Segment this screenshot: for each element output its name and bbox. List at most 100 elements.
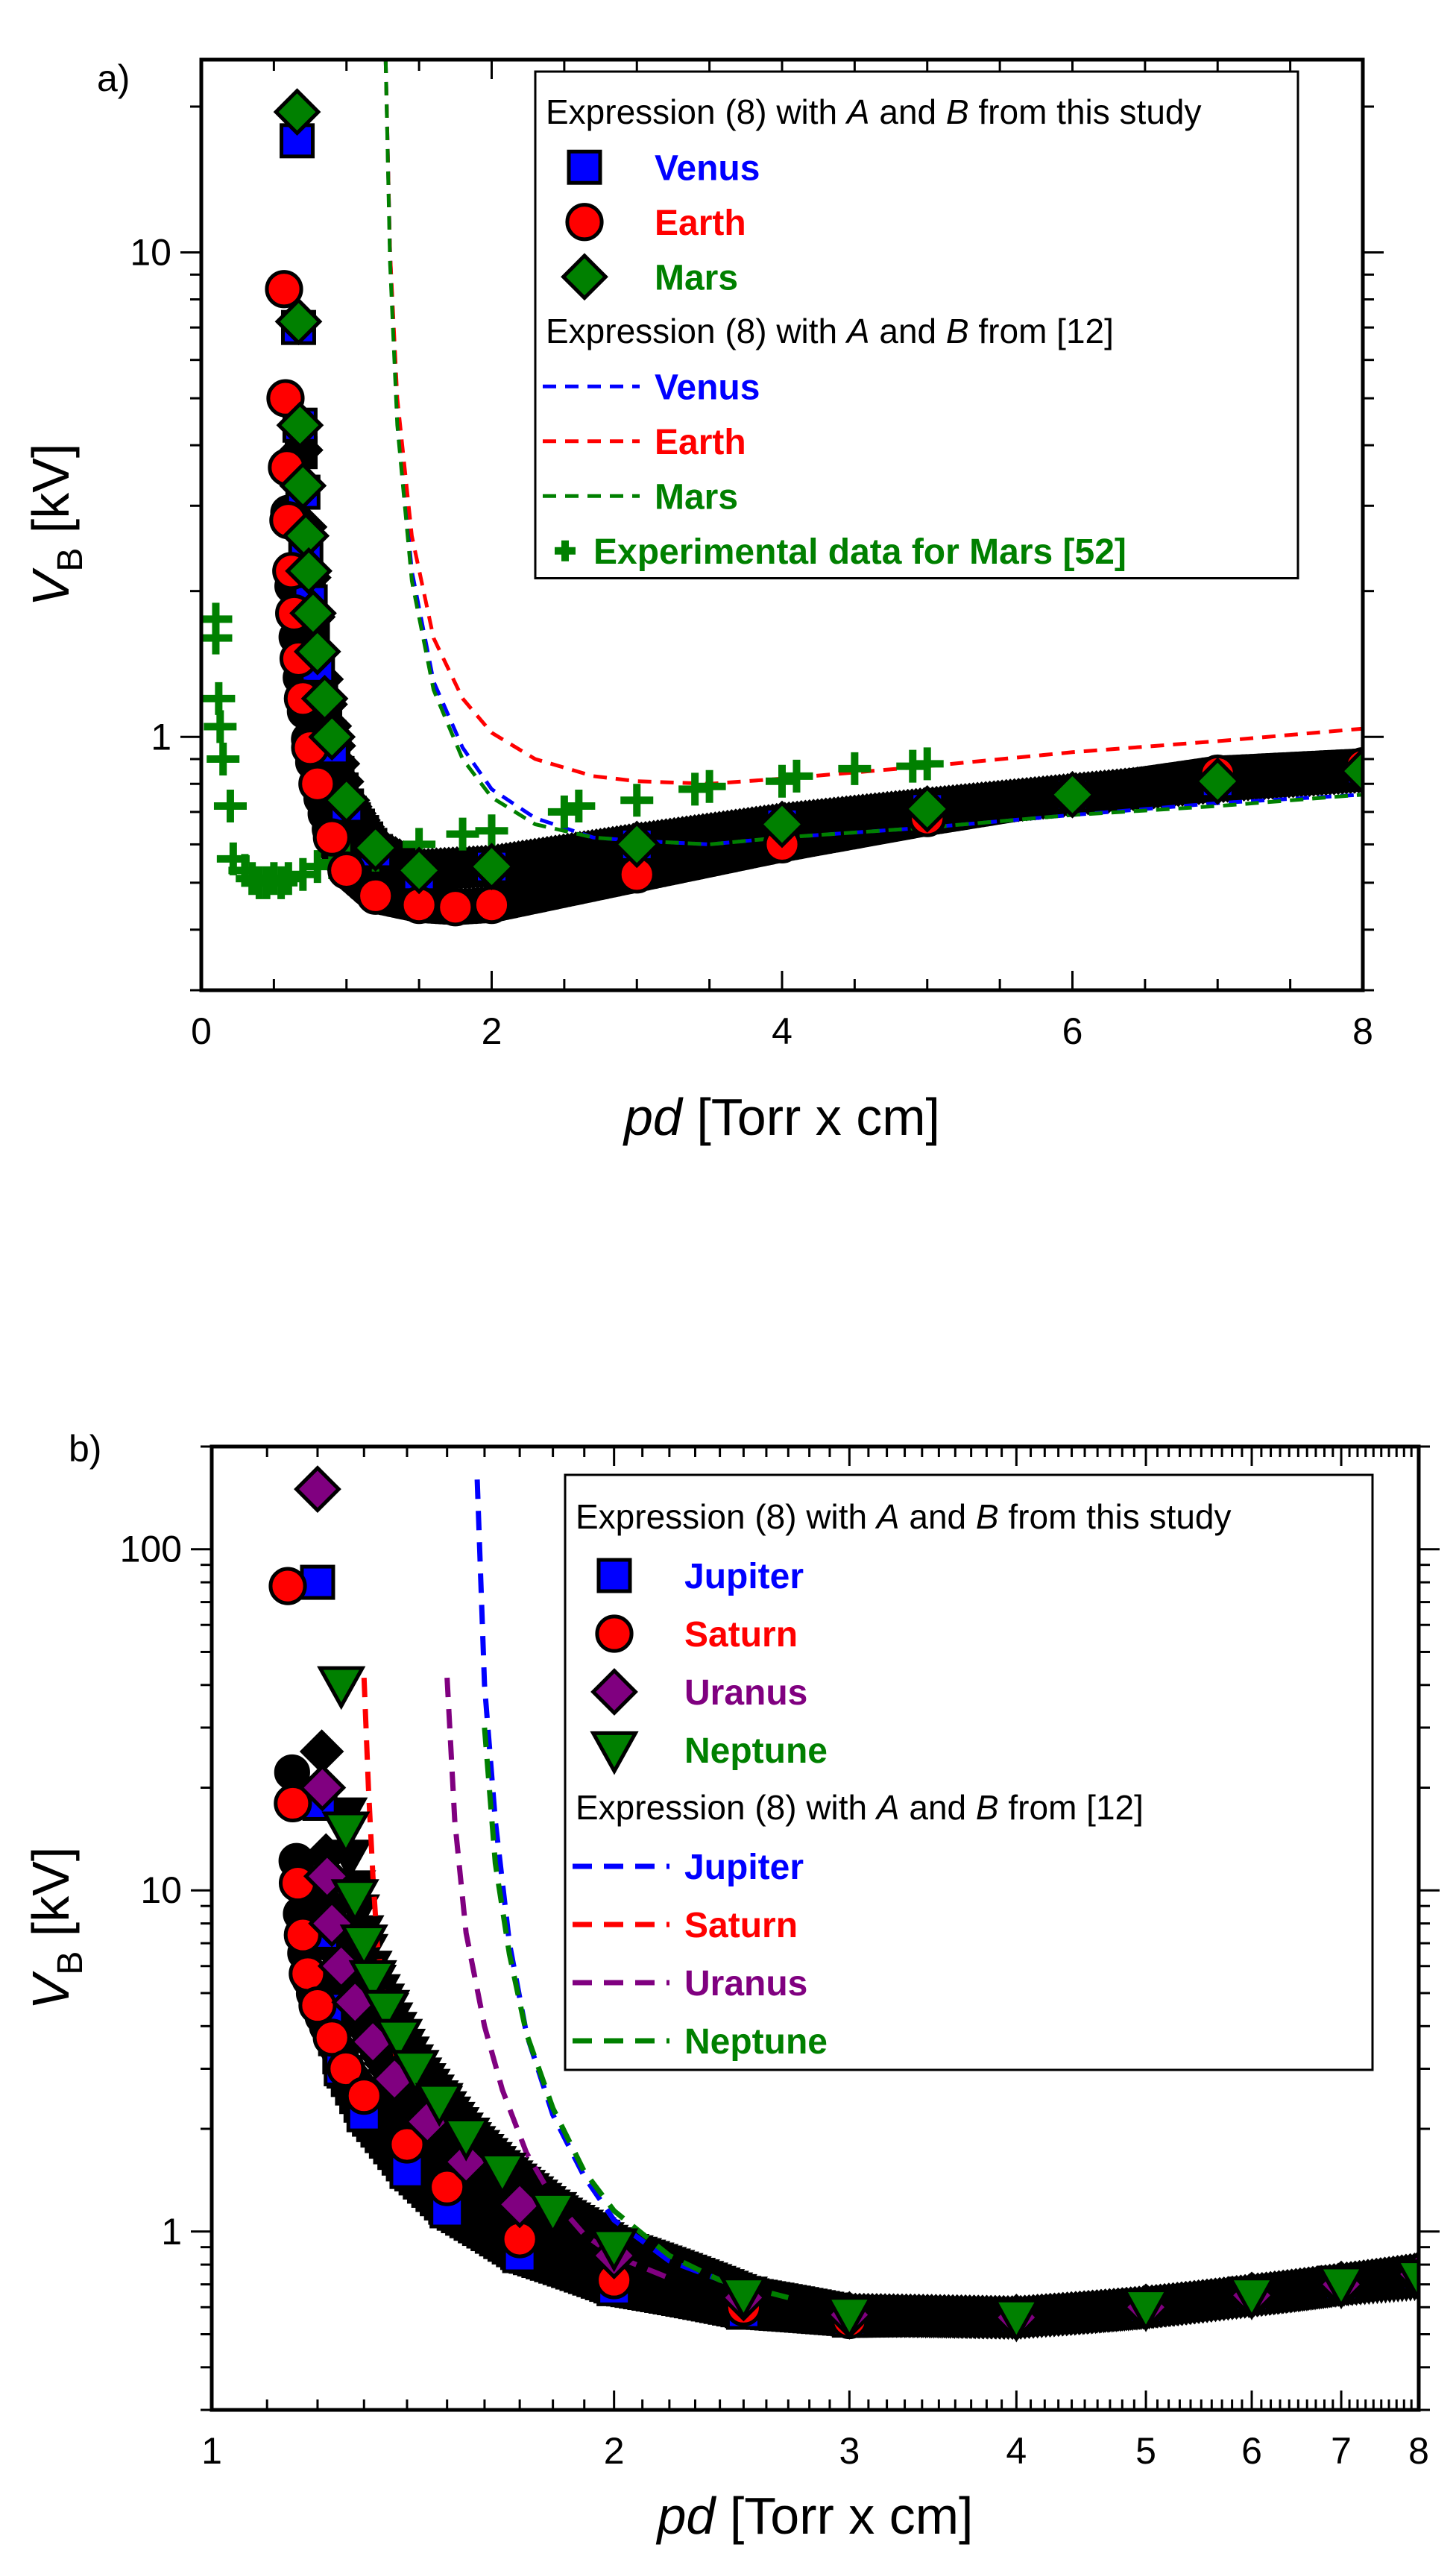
- earth-data-point: [436, 888, 475, 927]
- saturn-data-point: [327, 2049, 365, 2089]
- chart-panel-b: 1 2 3 4 5 6 7 8 1 10 100 pd [Torr x cm] VB [kV] b) Exp…: [22, 1428, 1440, 2545]
- experimental-point: [562, 789, 596, 822]
- neptune-data-point: [339, 1924, 388, 1968]
- legend-earth-line-label: Earth: [655, 423, 746, 462]
- x-axis: 1 2 3 4 5 6 7 8: [201, 1447, 1429, 2472]
- mars-data-point: [273, 88, 321, 136]
- y-tick-label: 100: [120, 1529, 182, 1570]
- mars-data-point: [322, 776, 371, 825]
- neptune-data-point: [1121, 2288, 1170, 2332]
- earth-data-point: [312, 818, 351, 857]
- experimental-point: [202, 682, 236, 715]
- experimental-point: [780, 759, 813, 793]
- x-tick-label: 2: [482, 1010, 502, 1052]
- earth-data-point: [266, 379, 305, 418]
- experimental-point: [693, 770, 726, 803]
- earth-data-point: [472, 885, 511, 925]
- neptune-data-point: [374, 2018, 423, 2063]
- earth-data-point: [298, 764, 337, 803]
- experimental-point: [201, 621, 233, 655]
- saturn-data-point: [289, 1954, 327, 1993]
- panel-label: a): [97, 57, 130, 99]
- legend-mars-line-label: Mars: [655, 477, 738, 517]
- mars-data-point: [613, 820, 661, 869]
- saturn-data-point: [428, 2168, 467, 2206]
- mars-dashed-line: [383, 60, 1363, 846]
- neptune-data-point: [1394, 2259, 1419, 2303]
- experimental-point: [204, 710, 237, 743]
- experimental-point: [620, 784, 654, 817]
- jupiter-data-point: [300, 1564, 335, 1600]
- legend-neptune-line-label: Neptune: [684, 2022, 828, 2062]
- mars-data-point: [1339, 747, 1363, 796]
- legend-jupiter-marker: [596, 1558, 632, 1593]
- neptune-data-point: [1227, 2276, 1276, 2320]
- neptune-data-point: [825, 2296, 874, 2340]
- legend-neptune-label: Neptune: [684, 1731, 828, 1771]
- neptune-data-point: [317, 1666, 366, 1710]
- saturn-data-point: [312, 2018, 351, 2057]
- mars-data-point: [1194, 757, 1242, 805]
- experimental-point: [475, 814, 508, 848]
- x-tick-label: 1: [201, 2430, 222, 2472]
- saturn-data-point: [268, 1567, 307, 1605]
- x-axis-title: pd [Torr x cm]: [623, 1088, 940, 1146]
- legend-neptune-marker: [590, 1731, 639, 1775]
- mars-data-point: [276, 401, 324, 450]
- y-axis-title: VB [kV]: [22, 1847, 90, 2010]
- x-tick-label: 4: [772, 1010, 792, 1052]
- legend-mars-label: Mars: [655, 258, 738, 298]
- uranus-data-point: [298, 1763, 347, 1812]
- legend-mars-marker: [561, 253, 608, 301]
- neptune-data-point: [391, 2050, 440, 2094]
- neptune-data-point: [719, 2276, 768, 2320]
- x-tick-label: 4: [1006, 2430, 1027, 2472]
- mars-data-point: [351, 824, 400, 872]
- x-axis-title: pd [Torr x cm]: [656, 2487, 974, 2545]
- mars-data-point: [300, 674, 349, 723]
- saturn-data-point: [388, 2125, 426, 2164]
- mars-data-point: [903, 785, 951, 833]
- saturn-data-point: [274, 1784, 312, 1823]
- y-axis: 1 10 100: [120, 1445, 1440, 2411]
- neptune-data-point: [1317, 2265, 1366, 2310]
- uranus-data-point: [317, 1942, 365, 1990]
- panel-label: b): [69, 1428, 101, 1470]
- x-tick-label: 6: [1241, 2430, 1262, 2472]
- legend-box: [534, 70, 1299, 579]
- x-tick-label: 2: [604, 2430, 625, 2472]
- y-tick-label: 10: [140, 1869, 182, 1911]
- x-tick-label: 8: [1352, 1010, 1373, 1052]
- neptune-data-point: [362, 1989, 411, 2034]
- legend-venus-marker: [567, 149, 602, 185]
- earth-data-point: [265, 270, 303, 309]
- neptune-data-point: [992, 2298, 1041, 2343]
- legend-header: Expression (8) with A and B from [12]: [546, 312, 1114, 350]
- y-axis: 1 10: [130, 105, 1384, 992]
- earth-data-point: [356, 876, 395, 915]
- mars-data-point: [308, 713, 356, 761]
- x-tick-label: 5: [1135, 2430, 1156, 2472]
- chart-panel-a: 0 2 4 6 8 1 10 pd [Torr x cm] VB [kV] a) Expressio…: [22, 57, 1384, 1146]
- mars-data-point: [285, 547, 333, 595]
- mars-data-point: [293, 627, 341, 676]
- mars-data-point: [467, 843, 516, 891]
- axes-frame: [209, 1444, 1421, 2412]
- experimental-point: [207, 743, 240, 775]
- uranus-data-point: [308, 1899, 356, 1948]
- legend: Expression (8) with A and B from this st…: [534, 70, 1299, 579]
- legend: Expression (8) with A and B from this st…: [564, 1473, 1374, 2071]
- x-tick-label: 0: [191, 1010, 212, 1052]
- neptune-data-point: [321, 1811, 371, 1856]
- saturn-data-point: [298, 1986, 337, 2025]
- neptune-data-point: [478, 2153, 527, 2197]
- plot-area: [268, 1465, 1419, 2343]
- legend-box: [564, 1473, 1374, 2071]
- legend-earth-marker: [565, 203, 604, 242]
- neptune-data-point: [590, 2228, 639, 2273]
- legend-saturn-line-label: Saturn: [684, 1906, 798, 1945]
- y-tick-label: 1: [151, 716, 171, 758]
- x-tick-label: 7: [1331, 2430, 1352, 2472]
- experimental-point: [910, 747, 944, 781]
